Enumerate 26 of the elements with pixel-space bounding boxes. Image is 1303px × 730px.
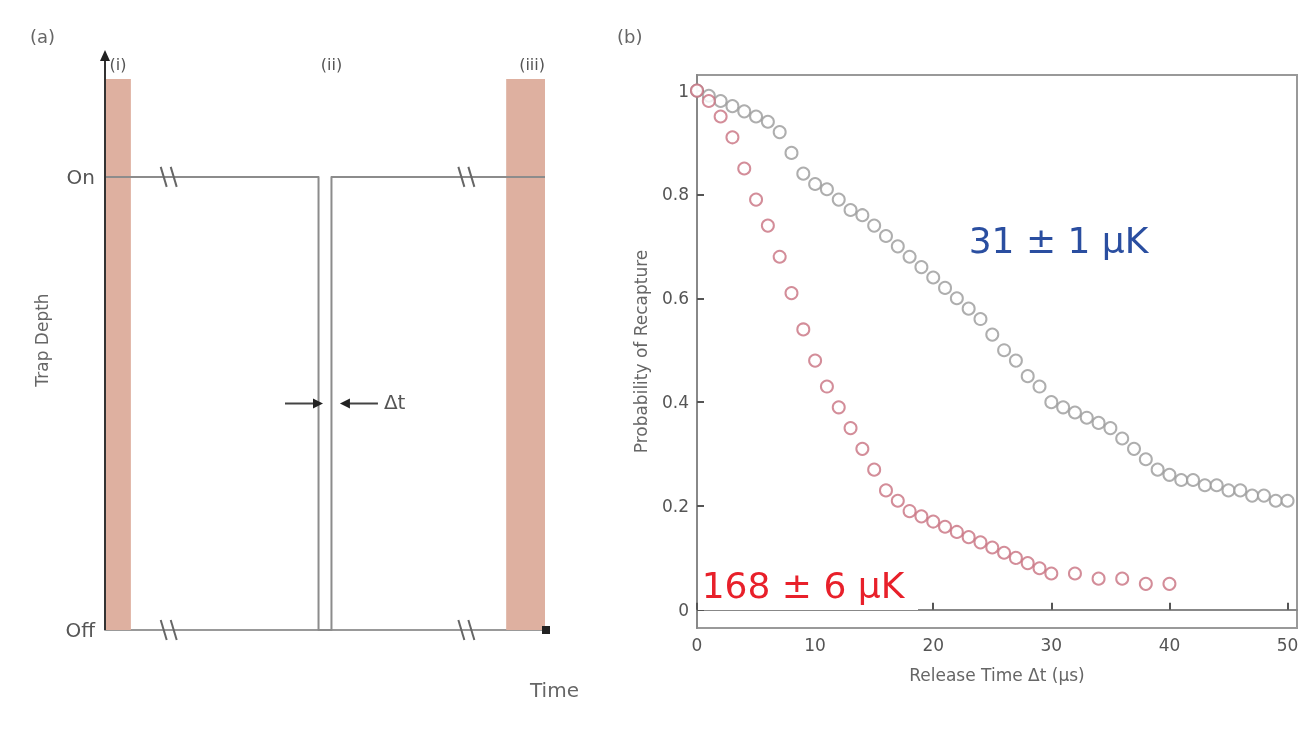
text: Off: [65, 618, 95, 642]
y-tick-label: 0.8: [661, 184, 689, 205]
x-tick-label: 30: [1040, 634, 1063, 655]
text: (i): [109, 55, 127, 74]
x-tick-label: 50: [1276, 634, 1299, 655]
y-tick-label: 0: [678, 599, 689, 620]
annotation: 168 ± 6 μK: [697, 562, 919, 611]
annotation: Δt: [383, 390, 406, 415]
y-tick-label: 1: [678, 80, 689, 101]
y-axis-title: Trap Depth: [31, 293, 52, 387]
annotation: 31 ± 1 μK: [968, 219, 1149, 264]
y-axis-title: Probability of Recapture: [630, 249, 651, 454]
x-tick-label: 10: [804, 634, 826, 655]
text: On: [66, 164, 95, 189]
text: (iii): [519, 55, 545, 74]
x-tick-label: 0: [691, 634, 703, 655]
y-tick-label: 0.6: [661, 288, 689, 309]
x-axis-title: Release Time Δt (μs): [909, 664, 1085, 685]
x-axis-title: Time: [530, 678, 579, 702]
x-tick-label: 20: [922, 634, 945, 655]
x-tick-label: 40: [1158, 634, 1181, 655]
chart-title: (a): [30, 25, 56, 47]
y-tick-label: 0.4: [661, 392, 689, 413]
chart-title: (b): [617, 25, 643, 47]
text: (ii): [320, 55, 343, 74]
y-tick-label: 0.2: [661, 495, 689, 516]
